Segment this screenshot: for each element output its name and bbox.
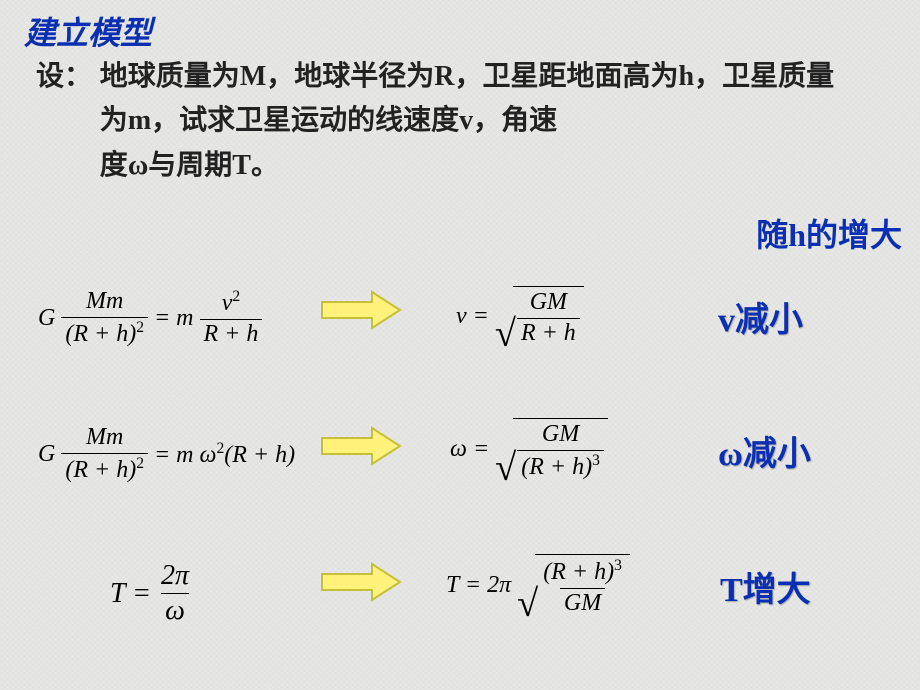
result-2: ω减小 [718, 426, 811, 475]
equation-left-3: T = 2π ω [110, 560, 193, 627]
problem-label: 设： [36, 54, 92, 97]
arrow-icon-2 [318, 426, 404, 466]
arrow-icon-1 [318, 290, 404, 330]
column-header: 随h的增大 [756, 210, 902, 256]
result-3: T增大 [720, 562, 811, 611]
equation-right-2: ω = √ GM (R + h)3 [450, 418, 608, 481]
equation-left-2: G Mm (R + h)2 = m ω2(R + h) [38, 424, 295, 484]
equation-left-1: G Mm (R + h)2 = m v2 R + h [38, 288, 262, 348]
result-1: v减小 [718, 292, 803, 341]
problem-body: 地球质量为M，地球半径为R，卫星距地面高为h，卫星质量为m，试求卫星运动的线速度… [100, 54, 860, 187]
problem-statement: 设： 地球质量为M，地球半径为R，卫星距地面高为h，卫星质量为m，试求卫星运动的… [36, 54, 876, 187]
slide-title: 建立模型 [24, 8, 152, 54]
equation-right-3: T = 2π √ (R + h)3 GM [446, 554, 630, 617]
arrow-icon-3 [318, 562, 404, 602]
equation-right-1: v = √ GM R + h [456, 286, 584, 347]
